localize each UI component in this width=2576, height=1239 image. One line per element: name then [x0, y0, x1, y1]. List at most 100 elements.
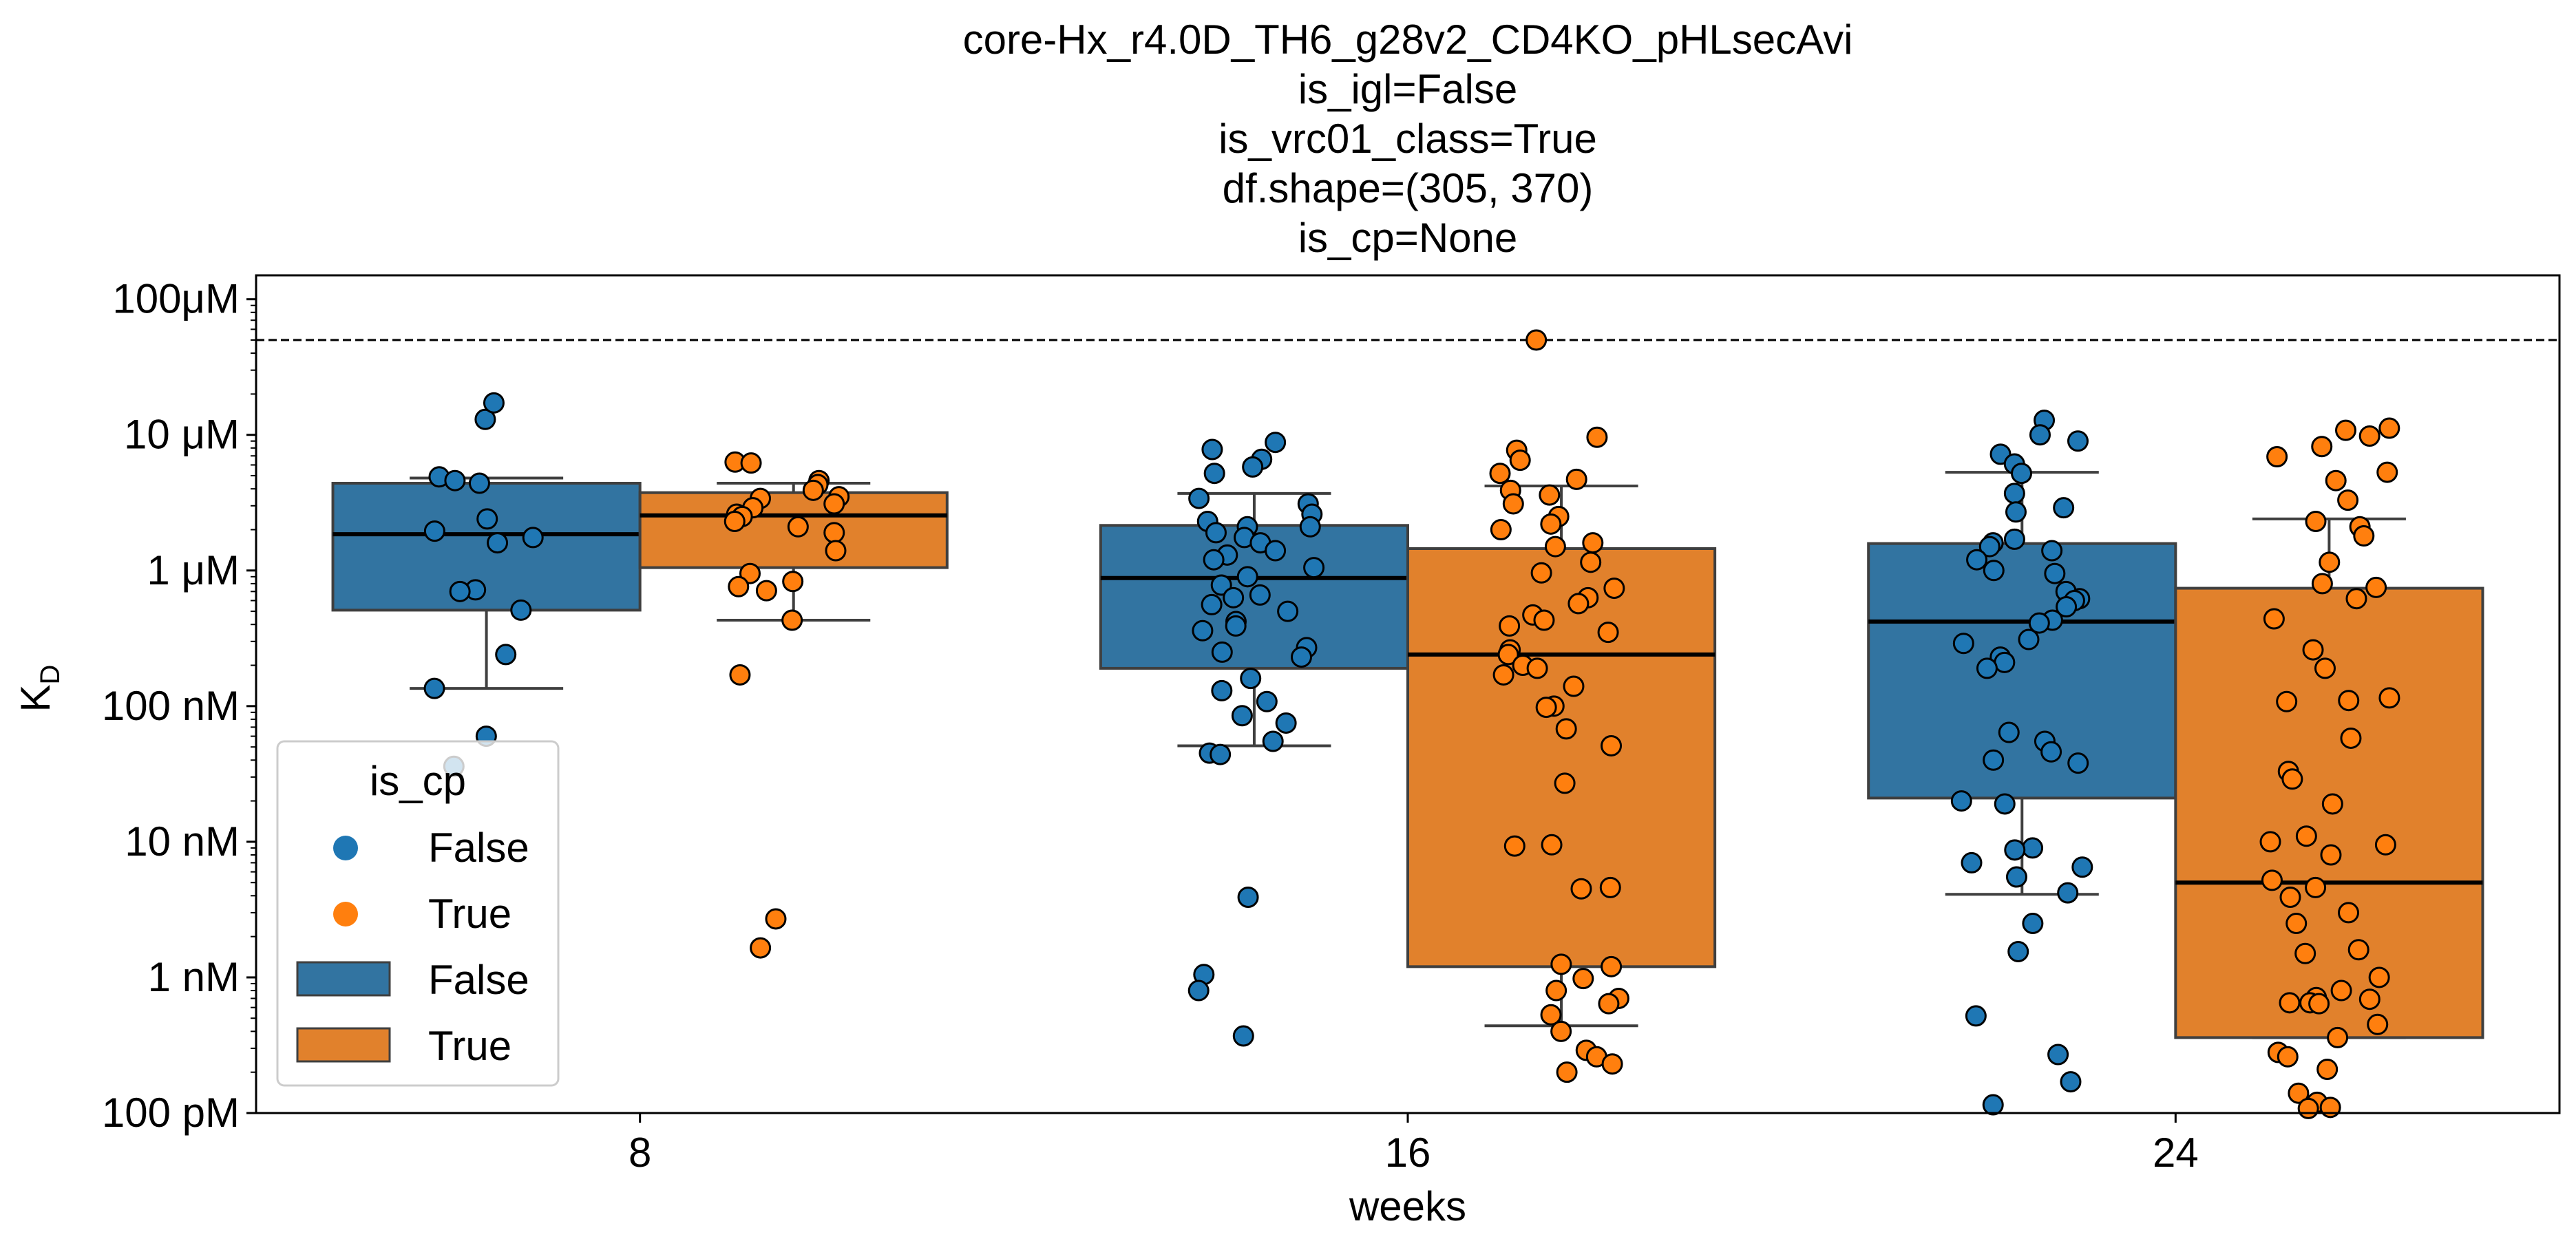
data-point-true	[2259, 831, 2281, 853]
data-point-true	[1550, 1020, 1572, 1042]
data-point-false	[1998, 721, 2020, 743]
data-point-false	[510, 599, 532, 621]
data-point-true	[2320, 844, 2342, 866]
box-false-week-8	[331, 476, 642, 690]
data-point-false	[2022, 913, 2044, 935]
data-point-true	[1540, 1004, 1562, 1026]
data-point-false	[2047, 1044, 2069, 1066]
y-tick-label: 10 μM	[124, 412, 240, 458]
x-tick-label: 8	[629, 1130, 651, 1176]
data-point-true	[802, 479, 824, 501]
data-point-true	[755, 580, 777, 602]
data-point-false	[2056, 596, 2078, 618]
y-axis: 100 pM 1 nM 10 nM 100 nM 1 μM 10 μM 100μM	[102, 276, 256, 1136]
data-point-true	[2279, 886, 2301, 908]
data-point-true	[2295, 825, 2317, 847]
data-point-false	[2005, 501, 2027, 523]
y-tick-label: 100 nM	[102, 683, 240, 729]
legend[interactable]: is_cp False True False True	[276, 740, 560, 1087]
data-point-false	[2028, 612, 2050, 634]
legend-patch-true	[296, 1027, 391, 1063]
data-point-false	[1188, 487, 1210, 509]
data-point-false	[1242, 456, 1264, 478]
data-point-false	[1205, 522, 1227, 544]
data-point-false	[1265, 540, 1287, 562]
data-point-true	[750, 937, 772, 959]
data-point-true	[1570, 878, 1592, 900]
data-point-false	[2060, 1071, 2082, 1093]
data-point-true	[739, 562, 761, 584]
data-point-true	[787, 516, 809, 538]
data-point-true	[1597, 622, 1619, 644]
data-point-false	[1299, 516, 1321, 538]
data-point-false	[2067, 752, 2089, 774]
data-point-true	[1545, 979, 1567, 1002]
data-point-true	[2353, 525, 2375, 547]
data-point-false	[2057, 882, 2079, 904]
data-point-true	[2358, 988, 2380, 1010]
data-point-false	[2041, 540, 2063, 562]
data-point-true	[2327, 1026, 2349, 1048]
data-point-false	[2044, 562, 2066, 584]
data-point-true	[2261, 869, 2283, 891]
box-true-week-16	[1406, 484, 1717, 1028]
data-point-true	[781, 609, 803, 631]
data-point-false	[1256, 690, 1278, 712]
data-point-true	[2311, 436, 2333, 458]
data-point-true	[1555, 718, 1577, 740]
data-point-true	[2294, 942, 2316, 964]
data-point-false	[1236, 566, 1258, 588]
data-point-true	[2378, 417, 2400, 439]
data-point-true	[1550, 953, 1572, 975]
data-point-true	[1539, 484, 1561, 506]
data-point-true	[2266, 446, 2288, 468]
data-point-true	[1525, 329, 1548, 351]
data-point-true	[2338, 902, 2360, 924]
legend-label-false: False	[428, 825, 529, 871]
data-point-true	[2314, 657, 2336, 679]
data-point-true	[2285, 913, 2308, 935]
data-point-false	[1290, 646, 1312, 668]
box-iqr	[331, 482, 642, 612]
data-point-false	[1994, 651, 2016, 673]
data-point-false	[2004, 839, 2026, 861]
data-point-true	[1502, 493, 1524, 515]
box-iqr	[1406, 547, 1717, 968]
data-point-false	[1262, 730, 1284, 752]
data-point-true	[1598, 993, 1620, 1015]
data-point-false	[1232, 1025, 1254, 1047]
data-point-true	[2316, 1059, 2339, 1081]
data-point-true	[2378, 687, 2400, 709]
data-point-true	[1601, 1053, 1623, 1075]
data-point-false	[1225, 615, 1247, 637]
data-point-true	[765, 908, 787, 930]
data-point-false	[1952, 633, 1974, 655]
title-line-4: df.shape=(305, 370)	[1223, 165, 1594, 211]
data-point-true	[740, 452, 762, 474]
box-true-week-24	[2174, 517, 2484, 1039]
y-axis-label: KD	[12, 665, 65, 712]
data-point-true	[1530, 562, 1552, 584]
title-line-2: is_igl=False	[1298, 66, 1518, 112]
data-point-true	[1492, 664, 1514, 686]
data-point-true	[2276, 690, 2298, 712]
data-point-false	[1249, 584, 1271, 606]
data-point-true	[2367, 1013, 2389, 1035]
data-point-true	[1601, 734, 1623, 756]
data-point-false	[1201, 438, 1223, 460]
data-point-false	[1187, 979, 1210, 1002]
legend-patch-false	[296, 961, 391, 997]
data-point-true	[1601, 955, 1623, 977]
legend-title: is_cp	[370, 758, 466, 804]
x-tick-label: 24	[2153, 1130, 2199, 1176]
data-point-true	[2305, 876, 2327, 898]
data-point-false	[2003, 483, 2025, 505]
data-point-true	[1503, 835, 1525, 857]
data-point-false	[2007, 940, 2029, 962]
data-point-false	[2005, 866, 2027, 888]
x-axis: 8 16 24	[629, 1113, 2199, 1176]
data-point-true	[2302, 639, 2324, 661]
y-tick-label: 100 pM	[102, 1090, 240, 1136]
data-point-false	[483, 392, 505, 414]
